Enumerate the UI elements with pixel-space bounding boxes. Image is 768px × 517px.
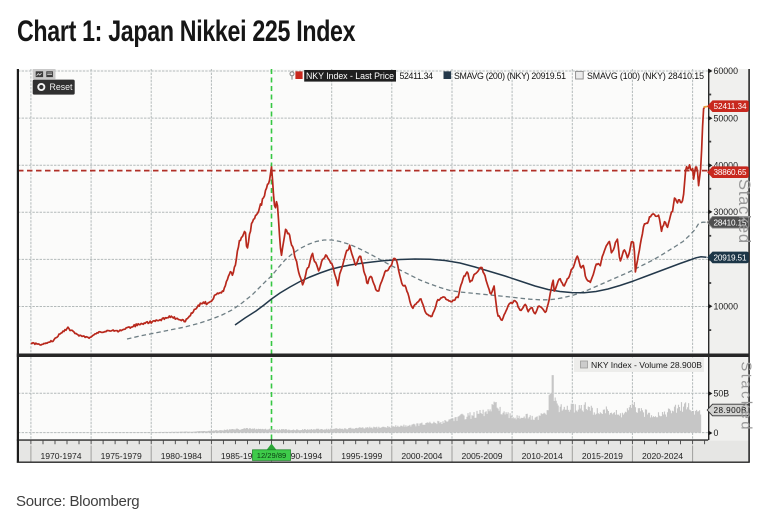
svg-text:2000-2004: 2000-2004 [401, 451, 442, 461]
svg-text:Reset: Reset [50, 82, 74, 92]
svg-text:1980-1984: 1980-1984 [161, 451, 202, 461]
svg-text:40000: 40000 [714, 161, 739, 171]
svg-text:Stacked: Stacked [735, 179, 753, 243]
svg-text:28.900B: 28.900B [714, 406, 748, 415]
svg-text:NKY Index - Volume 28.900B: NKY Index - Volume 28.900B [591, 360, 702, 370]
svg-text:2005-2009: 2005-2009 [461, 451, 502, 461]
svg-text:2015-2019: 2015-2019 [582, 451, 623, 461]
svg-text:10000: 10000 [714, 301, 739, 311]
svg-text:1990-1994: 1990-1994 [281, 451, 322, 461]
svg-text:0: 0 [714, 428, 719, 438]
svg-text:NKY Index - Last Price: NKY Index - Last Price [306, 71, 394, 81]
svg-text:1975-1979: 1975-1979 [101, 451, 142, 461]
svg-text:2020-2024: 2020-2024 [642, 451, 683, 461]
svg-text:52411.34: 52411.34 [714, 102, 747, 111]
svg-text:38860.65: 38860.65 [714, 168, 747, 177]
svg-text:50000: 50000 [714, 113, 739, 123]
svg-text:1995-1999: 1995-1999 [341, 451, 382, 461]
svg-text:30000: 30000 [714, 207, 739, 217]
svg-text:12/29/89: 12/29/89 [257, 451, 287, 460]
svg-text:2010-2014: 2010-2014 [522, 451, 563, 461]
svg-text:1970-1974: 1970-1974 [40, 451, 81, 461]
svg-text:28410.15: 28410.15 [714, 218, 747, 227]
svg-text:50B: 50B [714, 389, 730, 399]
svg-text:20919.51: 20919.51 [714, 253, 747, 262]
svg-text:SMAVG (200) (NKY) 20919.51: SMAVG (200) (NKY) 20919.51 [454, 71, 566, 81]
svg-text:52411.34: 52411.34 [400, 71, 434, 81]
svg-text:1985-1989: 1985-1989 [221, 451, 262, 461]
svg-text:SMAVG (100) (NKY) 28410.15: SMAVG (100) (NKY) 28410.15 [587, 71, 704, 81]
svg-text:60000: 60000 [714, 66, 739, 76]
